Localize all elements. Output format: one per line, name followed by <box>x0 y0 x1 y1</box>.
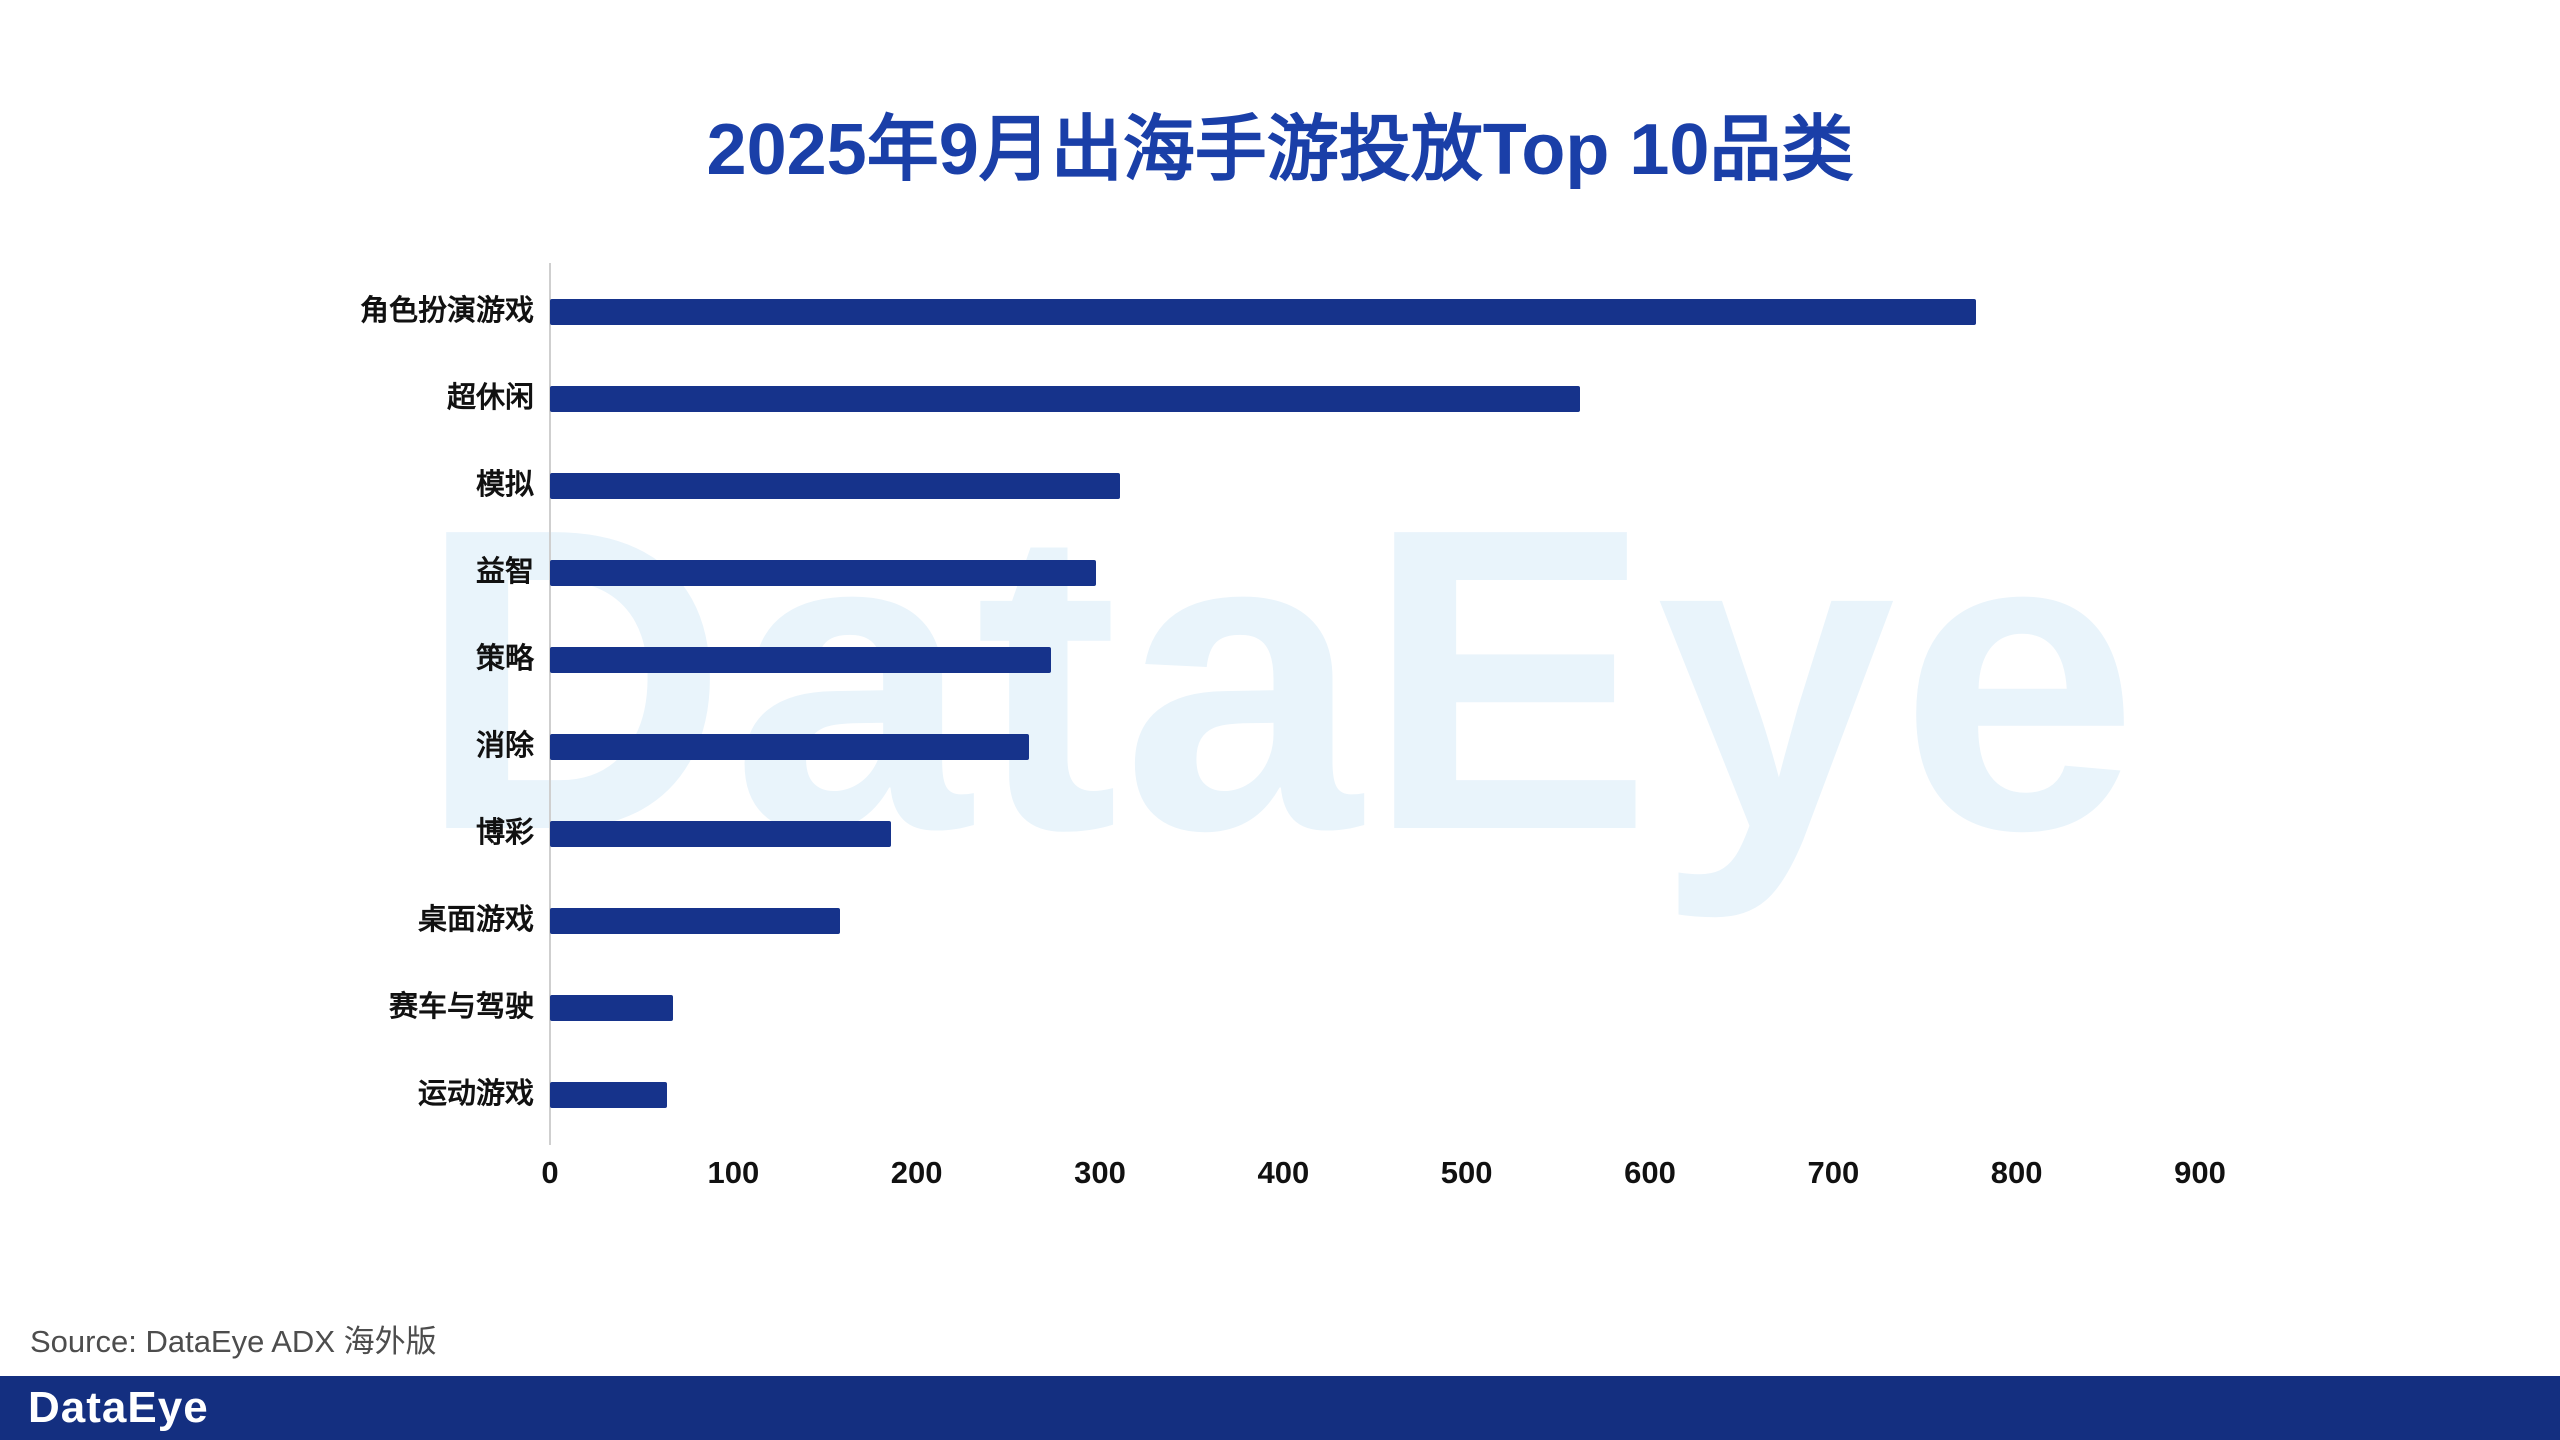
bar <box>550 733 1029 760</box>
chart-row: 运动游戏 <box>0 1051 2560 1138</box>
x-axis-tick-label: 900 <box>2174 1155 2226 1190</box>
bar <box>550 298 1977 325</box>
chart-row: 角色扮演游戏 <box>0 268 2560 355</box>
chart-row: 益智 <box>0 529 2560 616</box>
chart-title: 2025年9月出海手游投放Top 10品类 <box>706 110 1854 190</box>
chart-row: 超休闲 <box>0 355 2560 442</box>
bar-area <box>550 703 2560 790</box>
bar <box>550 385 1581 412</box>
chart-row: 桌面游戏 <box>0 877 2560 964</box>
bar-area <box>550 877 2560 964</box>
chart-row: 策略 <box>0 616 2560 703</box>
x-axis-tick-label: 300 <box>1074 1155 1126 1190</box>
y-axis-line <box>549 263 551 1145</box>
bar <box>550 472 1121 499</box>
category-label: 运动游戏 <box>417 1078 534 1111</box>
category-label: 策略 <box>475 643 534 676</box>
footer-bar: DataEye <box>0 1376 2560 1440</box>
x-axis-tick-label: 400 <box>1257 1155 1310 1190</box>
dataeye-logo: DataEye <box>28 1383 209 1432</box>
bar-area <box>550 442 2560 529</box>
x-axis-tick-label: 200 <box>890 1155 943 1190</box>
bar <box>550 1081 668 1108</box>
bar <box>550 907 840 934</box>
category-label: 超休闲 <box>446 382 534 415</box>
x-axis-tick-label: 600 <box>1624 1155 1676 1190</box>
chart-row: 消除 <box>0 703 2560 790</box>
chart-row: 赛车与驾驶 <box>0 964 2560 1051</box>
chart-rows: 角色扮演游戏超休闲模拟益智策略消除博彩桌面游戏赛车与驾驶运动游戏 <box>0 268 2560 1138</box>
x-axis-ticks: 0 100 200 300 400 500 600 700 800 900 <box>0 1155 2560 1195</box>
category-label: 模拟 <box>475 469 534 502</box>
bar <box>550 559 1097 586</box>
bar <box>550 994 673 1021</box>
bar <box>550 646 1051 673</box>
bar-area <box>550 1051 2560 1138</box>
bar <box>550 820 891 847</box>
bar-area <box>550 355 2560 442</box>
x-axis-tick-label: 100 <box>707 1155 760 1190</box>
category-label: 赛车与驾驶 <box>388 991 534 1024</box>
bar-area <box>550 616 2560 703</box>
category-label: 桌面游戏 <box>417 904 534 937</box>
x-axis-tick-label: 0 <box>541 1155 559 1190</box>
bar-area <box>550 529 2560 616</box>
category-label: 益智 <box>475 556 534 589</box>
chart-row: 模拟 <box>0 442 2560 529</box>
bar-area <box>550 790 2560 877</box>
bar-area <box>550 964 2560 1051</box>
category-label: 博彩 <box>475 817 534 850</box>
x-axis-tick-label: 500 <box>1440 1155 1493 1190</box>
category-label: 消除 <box>475 730 534 763</box>
x-axis-tick-label: 700 <box>1807 1155 1860 1190</box>
bar-area <box>550 268 2560 355</box>
source-text: Source: DataEye ADX 海外版 <box>30 1324 437 1359</box>
chart-row: 博彩 <box>0 790 2560 877</box>
x-axis-tick-label: 800 <box>1990 1155 2043 1190</box>
category-label: 角色扮演游戏 <box>359 295 534 328</box>
